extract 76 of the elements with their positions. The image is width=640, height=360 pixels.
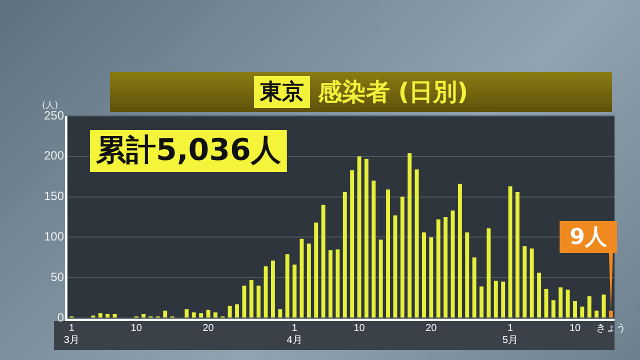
bar bbox=[429, 237, 434, 318]
x-tick-label: 10 bbox=[130, 322, 142, 334]
bar bbox=[530, 248, 534, 318]
bar bbox=[480, 286, 484, 318]
bar bbox=[587, 296, 592, 318]
bar bbox=[494, 280, 498, 318]
bar bbox=[465, 232, 470, 318]
bar bbox=[278, 309, 282, 318]
x-tick-label: 10 bbox=[569, 322, 582, 334]
bar bbox=[264, 266, 268, 318]
bar bbox=[342, 192, 347, 318]
x-tick-label: 1 4月 bbox=[286, 322, 302, 346]
annotation: 累計5,036人 bbox=[95, 132, 282, 168]
bar bbox=[408, 153, 412, 318]
bar bbox=[594, 310, 599, 318]
chart-title: 東京 bbox=[254, 76, 310, 108]
bar bbox=[292, 264, 297, 318]
bar bbox=[486, 228, 491, 318]
bar bbox=[242, 286, 246, 318]
bar bbox=[235, 304, 239, 318]
y-tick-label: 100 bbox=[44, 230, 64, 244]
bar bbox=[372, 180, 376, 318]
bar bbox=[163, 310, 168, 318]
bar bbox=[350, 170, 354, 318]
x-tick-label: 1 5月 bbox=[502, 322, 518, 346]
bar bbox=[501, 282, 506, 318]
bar bbox=[306, 244, 311, 318]
y-tick-label: 200 bbox=[44, 148, 64, 163]
annotation: 9人 bbox=[570, 224, 608, 250]
bar bbox=[321, 204, 326, 318]
bar bbox=[515, 192, 520, 318]
chart-subtitle: 感染者 (日別) bbox=[318, 77, 468, 108]
bar bbox=[386, 190, 390, 318]
bar bbox=[551, 300, 556, 318]
y-tick-label: 250 bbox=[44, 108, 64, 122]
y-tick-label: 0 bbox=[57, 310, 64, 324]
bar bbox=[256, 286, 261, 318]
x-tick-label: 20 bbox=[426, 322, 438, 334]
bar bbox=[285, 254, 290, 318]
bar bbox=[249, 280, 254, 318]
bar bbox=[436, 219, 440, 318]
x-tick-label: 20 bbox=[202, 322, 214, 334]
bar bbox=[558, 287, 563, 318]
bar bbox=[508, 186, 512, 318]
bar bbox=[184, 309, 189, 318]
y-axis-title: (人) bbox=[42, 100, 58, 111]
bar bbox=[142, 314, 146, 318]
x-tick-label: 1 3月 bbox=[64, 322, 80, 346]
bar bbox=[458, 184, 462, 318]
bar bbox=[422, 232, 426, 318]
bar bbox=[336, 249, 340, 318]
bar bbox=[566, 290, 570, 318]
x-tick-label: 10 bbox=[354, 322, 366, 334]
bar bbox=[328, 250, 332, 318]
bar bbox=[228, 306, 232, 318]
bar bbox=[472, 257, 476, 318]
bar bbox=[580, 306, 584, 318]
y-tick-label: 50 bbox=[50, 270, 64, 284]
bar bbox=[393, 215, 398, 318]
bar bbox=[98, 313, 102, 318]
bar bbox=[270, 260, 275, 318]
bar bbox=[444, 217, 448, 318]
bar bbox=[314, 222, 318, 318]
bar bbox=[378, 240, 383, 318]
bar bbox=[400, 196, 404, 318]
bar bbox=[192, 312, 196, 318]
bar bbox=[537, 272, 542, 318]
bar bbox=[213, 312, 218, 318]
bar bbox=[573, 301, 577, 318]
bar bbox=[106, 314, 110, 318]
y-tick-label: 150 bbox=[44, 189, 64, 204]
bar bbox=[522, 246, 527, 318]
bar bbox=[364, 158, 368, 318]
bar bbox=[199, 313, 204, 318]
bar bbox=[414, 169, 419, 318]
x-tick-label: きょう bbox=[596, 322, 626, 334]
